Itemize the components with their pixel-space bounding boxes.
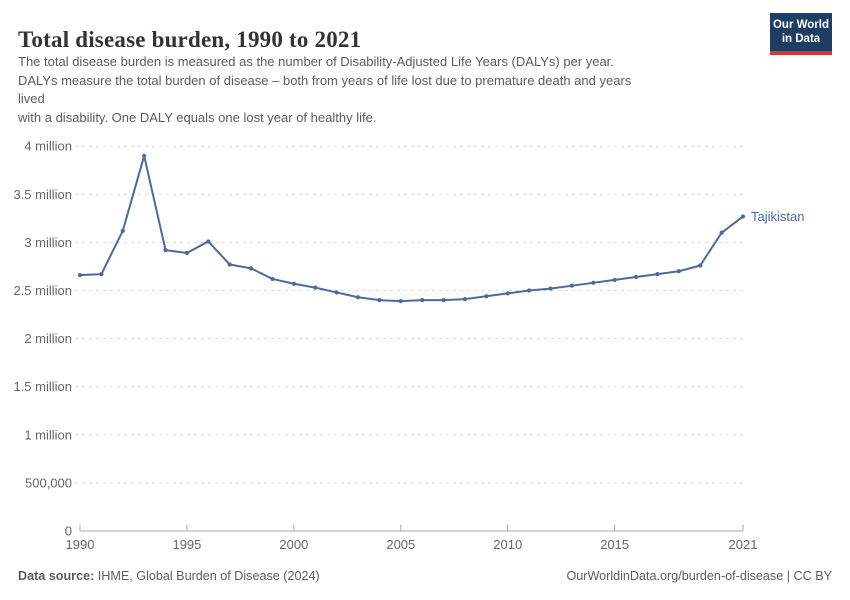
entity-label: Tajikistan	[751, 209, 804, 224]
y-axis-tick-label: 3.5 million	[13, 187, 72, 202]
data-point-marker	[377, 298, 382, 303]
data-point-marker	[142, 153, 147, 158]
data-point-marker	[248, 266, 254, 271]
y-axis-tick-label: 1 million	[24, 427, 72, 442]
chart-subtitle: The total disease burden is measured as …	[18, 53, 798, 127]
subtitle-line: with a disability. One DALY equals one l…	[18, 109, 377, 125]
data-point-marker	[527, 288, 532, 293]
data-point-marker	[120, 228, 125, 233]
x-axis-tick-label: 2010	[493, 537, 522, 552]
footer-source: Data source: IHME, Global Burden of Dise…	[18, 569, 320, 583]
logo-text-line1: Our World	[772, 19, 829, 31]
data-point-marker	[633, 274, 639, 280]
x-axis-tick-label: 2000	[279, 537, 308, 552]
data-point-marker	[655, 272, 660, 277]
data-point-marker	[206, 239, 211, 244]
x-axis-tick-label: 2021	[729, 537, 758, 552]
data-point-marker	[313, 285, 318, 290]
data-point-marker	[569, 283, 575, 288]
data-point-marker	[398, 298, 403, 304]
logo-text-line2: in Data	[781, 32, 821, 45]
data-point-marker	[719, 230, 724, 235]
data-point-marker	[355, 295, 361, 300]
y-axis-tick-label: 2.5 million	[13, 283, 72, 298]
owid-logo: Our World in Data	[770, 13, 832, 55]
data-point-marker	[505, 291, 510, 296]
data-point-marker	[698, 263, 703, 268]
subtitle-line: The total disease burden is measured as …	[18, 54, 614, 69]
footer-credit: OurWorldinData.org/burden-of-disease | C…	[566, 569, 832, 583]
y-axis-tick-label: 0	[65, 524, 72, 539]
data-point-marker	[484, 294, 489, 299]
y-axis-tick-label: 500,000	[25, 475, 72, 490]
y-axis-tick-label: 2 million	[24, 331, 72, 346]
data-point-marker	[99, 272, 104, 277]
x-axis-tick-label: 1995	[172, 537, 201, 552]
data-point-marker	[184, 250, 190, 256]
data-point-marker	[227, 262, 232, 267]
data-point-marker	[676, 269, 681, 274]
data-point-marker	[591, 280, 596, 285]
data-point-marker	[420, 298, 425, 303]
data-point-marker	[612, 277, 617, 283]
x-axis-tick-label: 2015	[600, 537, 629, 552]
data-point-marker	[462, 297, 468, 302]
subtitle-line: lived	[18, 91, 45, 106]
footer-source-prefix: Data source:	[18, 569, 95, 583]
data-point-marker	[77, 273, 83, 278]
data-point-marker	[740, 214, 746, 219]
subtitle-line: DALYs measure the total burden of diseas…	[18, 72, 632, 88]
data-point-marker	[441, 298, 446, 303]
data-point-marker	[291, 281, 296, 286]
line-chart-canvas: 0 500,000 1 million 1.5 million 2 million 2.5…	[13, 139, 804, 552]
trend-line	[79, 154, 744, 303]
y-axis-tick-label: 3 million	[24, 235, 72, 250]
data-point-marker	[334, 290, 339, 295]
y-axis-tick-label: 4 million	[24, 139, 72, 154]
x-axis-tick-label: 2005	[386, 537, 415, 552]
data-point-marker	[548, 286, 553, 291]
data-point-marker	[163, 247, 168, 253]
page-title: Total disease burden, 1990 to 2021	[18, 27, 362, 53]
y-axis-tick-label: 1.5 million	[13, 379, 72, 394]
footer-source-text: IHME, Global Burden of Disease (2024)	[94, 569, 320, 583]
data-point-marker	[270, 276, 275, 282]
x-axis-tick-label: 1990	[66, 537, 95, 552]
